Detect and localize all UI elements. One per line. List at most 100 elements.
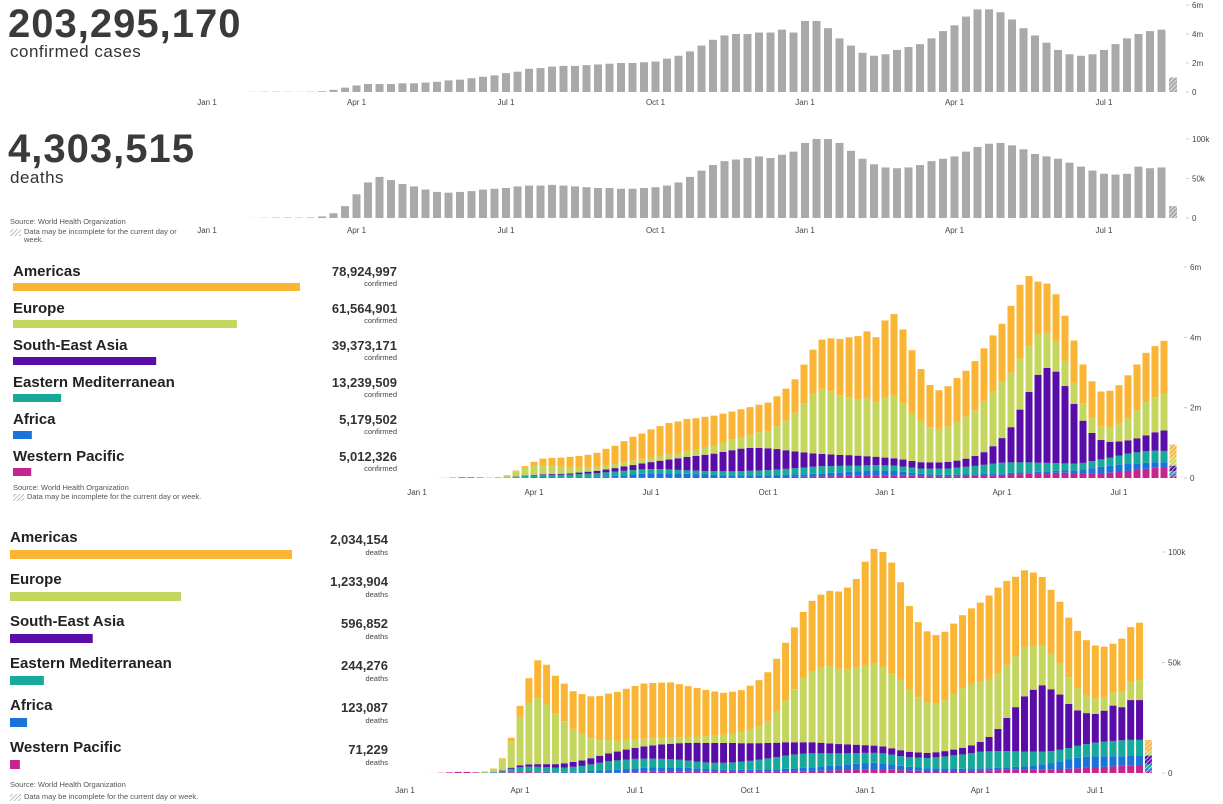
bar-segment [640, 758, 648, 768]
bar-segment [914, 770, 922, 773]
bar-segment [551, 767, 559, 773]
bar-segment [905, 770, 913, 773]
bar-segment [1100, 710, 1108, 742]
bar-segment [701, 416, 709, 448]
bar-segment [1088, 432, 1096, 462]
bar-segment [1007, 462, 1015, 473]
bar [732, 34, 740, 92]
bar-segment [507, 768, 515, 773]
bar-segment [808, 771, 816, 773]
bar-segment [507, 772, 515, 773]
bar-segment [649, 738, 657, 746]
bar-segment [539, 475, 547, 478]
bar-segment [844, 669, 851, 745]
bar [456, 191, 464, 218]
bar-segment [1082, 640, 1090, 696]
bar-segment [917, 468, 925, 474]
bar [490, 75, 499, 92]
bar-segment [1025, 275, 1033, 347]
bar-segment [684, 686, 692, 737]
bar-segment [962, 474, 970, 477]
bar [916, 165, 924, 218]
bar-segment [852, 763, 860, 770]
bar-segment [1160, 462, 1168, 468]
bar-segment [728, 475, 736, 478]
bar-segment [1007, 372, 1015, 428]
bar [950, 25, 959, 92]
bar-segment [782, 742, 790, 756]
bar-segment [845, 465, 853, 472]
bar-segment [1007, 472, 1015, 475]
bar [847, 150, 855, 218]
bar-segment [835, 668, 843, 745]
region-unit: confirmed [364, 427, 397, 436]
bar-segment [844, 744, 851, 754]
bar [410, 83, 418, 92]
bar [628, 188, 637, 218]
x-tick-label: Jan 1 [795, 226, 815, 235]
bar-segment [809, 466, 817, 474]
subtitle: confirmed cases [10, 42, 141, 61]
bar-segment [647, 473, 655, 478]
bar-segment [782, 642, 790, 701]
bar-segment [835, 753, 843, 766]
bar [548, 184, 556, 218]
bar-segment [1065, 703, 1073, 749]
bar-segment [1082, 695, 1090, 714]
bar-segment [675, 767, 683, 772]
bar-segment [1047, 769, 1055, 773]
bar-segment [941, 751, 949, 757]
bar-segment [1025, 472, 1033, 474]
bar-segment [827, 391, 835, 455]
region-total: 123,087 [341, 700, 388, 715]
region-unit: deaths [365, 548, 388, 557]
bar-segment [790, 689, 798, 743]
bar-segment [578, 760, 586, 766]
bar-segment [587, 738, 595, 759]
x-tick-label: Jul 1 [498, 98, 515, 107]
bar [536, 68, 545, 92]
bar-segment [720, 771, 728, 773]
bar-segment [649, 767, 657, 772]
bar-segment [971, 410, 979, 457]
bar [513, 71, 522, 92]
region-total: 61,564,901 [332, 301, 397, 316]
bar-segment [737, 448, 745, 472]
bar-segment [498, 758, 506, 760]
bar [490, 188, 499, 218]
bar-segment [888, 748, 896, 755]
bar [1065, 54, 1074, 92]
bar [824, 28, 832, 92]
bar-segment [879, 753, 887, 764]
bar-segment [967, 770, 975, 773]
bar-segment [490, 768, 497, 772]
bar-segment [596, 696, 604, 741]
bar-segment [809, 473, 817, 477]
bar-segment [773, 769, 781, 772]
bar [766, 32, 775, 92]
bar [674, 182, 683, 218]
bar-segment [926, 462, 934, 469]
bar-segment [1052, 371, 1060, 464]
bar-segment [602, 465, 610, 470]
bar-segment [613, 740, 621, 752]
bar-segment [899, 329, 907, 404]
bar-segment [879, 746, 887, 754]
bar-segment [1034, 334, 1042, 375]
bar-segment [799, 767, 807, 772]
bar-segment [980, 473, 988, 476]
bar-segment [584, 476, 592, 478]
bar-segment [746, 771, 754, 773]
bar-segment [791, 476, 799, 478]
bar-segment [905, 751, 913, 758]
bar [1077, 55, 1085, 92]
incomplete-swatch [10, 794, 21, 801]
bar-segment [746, 769, 754, 772]
bar [628, 63, 637, 92]
bar-segment [827, 476, 835, 478]
bar [306, 217, 315, 218]
bar-segment [507, 767, 515, 769]
bar [640, 187, 648, 218]
bar-segment [728, 450, 736, 472]
bar [582, 65, 591, 92]
